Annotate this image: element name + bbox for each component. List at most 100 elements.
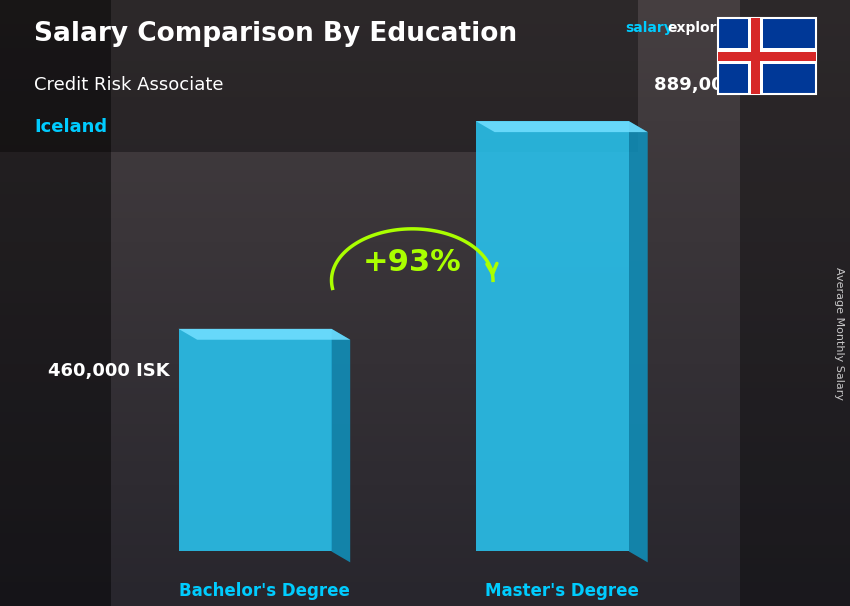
Polygon shape [629,121,648,562]
Bar [0,139,850,145]
Bar [0,406,850,412]
Bar [0,370,850,376]
Bar [0,73,850,79]
Bar [0,0,850,6]
Bar [0,545,850,551]
Bar [0,570,850,576]
Bar [0,454,850,461]
Bar [0,158,850,164]
Bar [0,285,850,291]
Bar [0,182,850,188]
Bar [0,212,850,218]
Bar [718,52,816,61]
Bar [0,473,850,479]
Bar [0,12,850,18]
Bar [0,467,850,473]
Bar [0,461,850,467]
Text: +93%: +93% [363,248,462,277]
Bar [0,491,850,497]
Bar [0,91,850,97]
Bar [0,400,850,406]
Bar [0,424,850,430]
Bar [0,291,850,297]
Bar [0,582,850,588]
Text: Salary Comparison By Education: Salary Comparison By Education [34,21,517,47]
Bar [0,442,850,448]
Bar [0,18,850,24]
Text: Bachelor's Degree: Bachelor's Degree [178,582,350,600]
Bar [0,588,850,594]
Polygon shape [178,329,332,551]
Bar [0,85,850,91]
Bar [740,0,850,606]
Bar [747,18,763,94]
Polygon shape [332,329,350,562]
Bar [0,576,850,582]
Bar [0,515,850,521]
Polygon shape [476,121,629,551]
Bar [0,558,850,564]
Bar [0,594,850,600]
Bar [0,55,850,61]
Bar [0,297,850,303]
Bar [0,394,850,400]
Bar [0,97,850,103]
Bar [0,539,850,545]
Bar [0,61,850,67]
Bar [0,564,850,570]
Bar [0,218,850,224]
Bar [0,261,850,267]
Bar [0,358,850,364]
Bar [718,48,816,64]
Text: 460,000 ISK: 460,000 ISK [48,362,170,380]
Bar [0,230,850,236]
Bar [0,224,850,230]
Bar [0,267,850,273]
Bar [751,18,760,94]
Bar [0,176,850,182]
Text: explorer.com: explorer.com [667,21,768,35]
Bar [0,479,850,485]
Bar [0,509,850,515]
Bar [0,345,850,351]
Bar [0,42,850,48]
Polygon shape [178,329,350,340]
Bar [0,0,110,606]
Bar [0,309,850,315]
Bar [0,327,850,333]
Bar [0,24,850,30]
Bar [0,164,850,170]
Bar [0,303,850,309]
Bar [0,533,850,539]
Bar [0,79,850,85]
Bar [0,255,850,261]
Bar [0,339,850,345]
Bar [0,273,850,279]
Bar [0,188,850,194]
Bar [0,448,850,454]
Text: salary: salary [625,21,672,35]
Bar [0,67,850,73]
Bar [0,364,850,370]
Bar [0,36,850,42]
Bar [0,321,850,327]
Bar [0,103,850,109]
Bar [0,527,850,533]
Bar [0,121,850,127]
Bar [0,412,850,418]
Bar [0,497,850,503]
Bar [0,133,850,139]
Bar [0,521,850,527]
Bar [0,0,638,152]
Bar [0,109,850,115]
Bar [0,248,850,255]
Bar [0,333,850,339]
Bar [0,485,850,491]
Bar [0,200,850,206]
Bar [0,194,850,200]
Polygon shape [476,121,648,132]
Bar [0,6,850,12]
Bar [0,382,850,388]
Bar [0,551,850,558]
Bar [0,115,850,121]
